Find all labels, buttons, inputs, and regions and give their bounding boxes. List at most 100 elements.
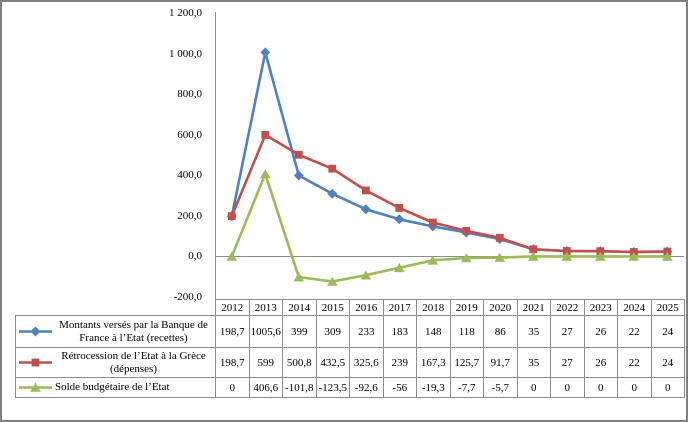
data-point-triangle-icon <box>260 169 271 179</box>
data-point-triangle-icon <box>628 251 640 261</box>
series-label-cell: Solde budgétaire de l’Etat <box>16 378 216 398</box>
table-value-cell: 0 <box>584 378 618 398</box>
data-point-diamond-icon <box>327 188 338 199</box>
data-point-square-icon <box>529 245 538 254</box>
year-header-cell: 2013 <box>250 300 283 315</box>
table-year-header-row: 2012 2013 2014 2015 2016 2017 2018 2019 2020 2021… <box>215 299 685 315</box>
legend-key-diamond-icon <box>19 326 52 337</box>
data-point-triangle-icon <box>595 251 606 261</box>
table-value-cell: 35 <box>517 348 551 378</box>
year-header-cell: 2023 <box>585 300 618 315</box>
table-value-cell: 0 <box>551 378 585 398</box>
table-value-cell: 125,7 <box>450 348 484 378</box>
year-header-cell: 2016 <box>350 300 384 315</box>
data-point-diamond-icon <box>394 214 405 225</box>
data-point-square-icon <box>227 212 236 220</box>
table-value-cell: -7,7 <box>450 378 484 398</box>
table-value-cell: 27 <box>551 348 585 378</box>
table-value-cell: 22 <box>618 348 652 378</box>
year-header-cell: 2019 <box>451 300 484 315</box>
data-point-triangle-icon <box>327 276 338 286</box>
table-value-cell: 500,8 <box>283 348 317 378</box>
table-value-cell: -123,5 <box>316 378 350 398</box>
year-header-cell: 2012 <box>216 300 250 315</box>
year-header-cell: 2022 <box>551 300 585 315</box>
data-point-square-icon <box>328 164 337 173</box>
table-value-cell: 239 <box>383 348 417 378</box>
table-value-cell: 399 <box>283 316 317 348</box>
data-point-square-icon <box>361 186 370 195</box>
table-value-cell: 432,5 <box>316 348 350 378</box>
table-value-cell: 26 <box>584 316 618 348</box>
year-header-cell: 2025 <box>652 300 685 315</box>
data-point-triangle-icon <box>360 270 372 280</box>
data-point-square-icon <box>31 358 40 367</box>
series-label-cell: Rétrocession de l’Etat à la Grèce (dépen… <box>16 348 216 378</box>
table-value-cell: 148 <box>417 316 451 348</box>
table-value-cell: 167,3 <box>417 348 451 378</box>
table-value-cell: 27 <box>551 316 585 348</box>
data-point-triangle-icon <box>226 251 238 261</box>
data-point-triangle-icon <box>662 251 673 261</box>
table-value-cell: 86 <box>484 316 518 348</box>
table-value-cell: 0 <box>618 378 652 398</box>
table-value-cell: 0 <box>216 378 250 398</box>
year-header-cell: 2015 <box>317 300 350 315</box>
series-name: Montants versés par la Banque de France … <box>59 318 208 344</box>
table-value-cell: 91,7 <box>484 348 518 378</box>
series-line-2 <box>230 172 669 283</box>
year-header-cell: 2017 <box>384 300 417 315</box>
data-point-square-icon <box>663 247 672 256</box>
series-markers-1 <box>227 131 672 256</box>
table-value-cell: -56 <box>383 378 417 398</box>
year-header-cell: 2024 <box>618 300 652 315</box>
series-markers-2 <box>226 169 673 286</box>
table-value-cell: -101,8 <box>283 378 317 398</box>
legend-key-triangle-icon <box>19 382 52 392</box>
series-label-cell: Montants versés par la Banque de France … <box>16 316 216 348</box>
data-point-square-icon <box>395 204 404 212</box>
data-point-square-icon <box>562 247 571 255</box>
data-table: Montants versés par la Banque de France … <box>15 315 685 398</box>
table-value-cell: 183 <box>383 316 417 348</box>
data-point-triangle-icon <box>293 272 305 282</box>
legend-key-square-icon <box>19 358 52 367</box>
table-value-cell: 1005,6 <box>249 316 283 348</box>
data-point-triangle-icon <box>427 255 439 265</box>
table-value-cell: 198,7 <box>216 348 250 378</box>
table-value-cell: 0 <box>517 378 551 398</box>
data-point-triangle-icon <box>30 382 41 392</box>
table-value-cell: 22 <box>618 316 652 348</box>
year-header-cell: 2014 <box>283 300 317 315</box>
data-point-square-icon <box>428 218 437 227</box>
year-header-cell: 2018 <box>417 300 451 315</box>
data-point-triangle-icon <box>394 263 405 273</box>
year-header-cell: 2020 <box>484 300 518 315</box>
table-value-cell: 325,6 <box>350 348 384 378</box>
table-value-cell: 406,6 <box>249 378 283 398</box>
table-value-cell: 309 <box>316 316 350 348</box>
table-value-cell: 118 <box>450 316 484 348</box>
data-point-square-icon <box>294 150 303 159</box>
data-point-square-icon <box>495 233 504 242</box>
table-value-cell: 0 <box>651 378 685 398</box>
year-header-cell: 2021 <box>518 300 551 315</box>
data-point-square-icon <box>596 247 605 256</box>
data-point-square-icon <box>261 131 270 139</box>
table-value-cell: 35 <box>517 316 551 348</box>
series-name: Solde budgétaire de l’Etat <box>55 381 170 393</box>
data-point-diamond-icon <box>260 47 271 58</box>
data-point-triangle-icon <box>461 253 472 263</box>
table-value-cell: 24 <box>651 316 685 348</box>
data-point-triangle-icon <box>494 252 506 262</box>
table-value-cell: 233 <box>350 316 384 348</box>
data-point-diamond-icon <box>30 326 41 337</box>
table-value-cell: -19,3 <box>417 378 451 398</box>
table-value-cell: 24 <box>651 348 685 378</box>
series-line-1 <box>230 133 669 254</box>
series-name: Rétrocession de l’Etat à la Grèce (dépen… <box>61 349 206 375</box>
table-value-cell: -92,6 <box>350 378 384 398</box>
table-value-cell: 26 <box>584 348 618 378</box>
data-point-square-icon <box>462 227 471 235</box>
